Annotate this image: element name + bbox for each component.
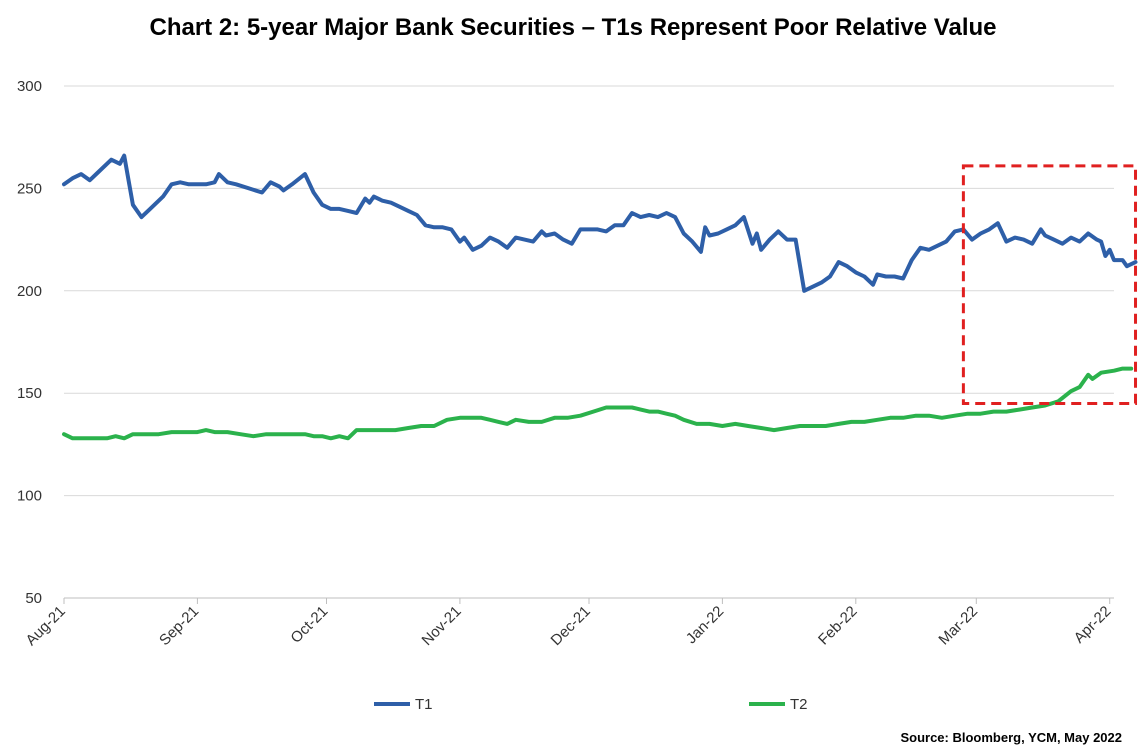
x-tick-label: Mar-22 (936, 603, 982, 649)
legend-label-t2: T2 (790, 696, 808, 713)
x-tick-label: Apr-22 (1071, 603, 1115, 647)
series-line-t1 (62, 153, 1138, 293)
y-tick-label: 50 (25, 590, 42, 607)
x-axis: Aug-21 Sep-21 Oct-21 Nov-21 Dec-21 Jan-22 Feb-… (23, 597, 1115, 649)
y-tick-label: 200 (17, 283, 42, 300)
series-line-t2 (62, 366, 1134, 441)
x-tick-label: Jan-22 (683, 603, 727, 647)
chart-title: Chart 2: 5-year Major Bank Securities – … (149, 14, 997, 41)
x-tick-label: Dec-21 (548, 603, 594, 649)
x-tick-label: Sep-21 (156, 603, 202, 649)
x-tick-label: Oct-21 (287, 603, 331, 647)
x-tick-label: Nov-21 (419, 603, 465, 649)
legend: T1 T2 (374, 696, 808, 713)
y-axis: 300 250 200 150 100 50 (17, 78, 42, 607)
grid-lines (64, 85, 1114, 497)
series (62, 153, 1138, 441)
x-tick-label: Feb-22 (815, 603, 861, 649)
y-tick-label: 100 (17, 488, 42, 505)
legend-label-t1: T1 (415, 696, 433, 713)
highlight-box (961, 164, 1138, 405)
x-tick-label: Aug-21 (23, 603, 69, 649)
y-tick-label: 150 (17, 385, 42, 402)
y-tick-label: 300 (17, 78, 42, 95)
y-tick-label: 250 (17, 180, 42, 197)
source-note: Source: Bloomberg, YCM, May 2022 (900, 730, 1122, 745)
